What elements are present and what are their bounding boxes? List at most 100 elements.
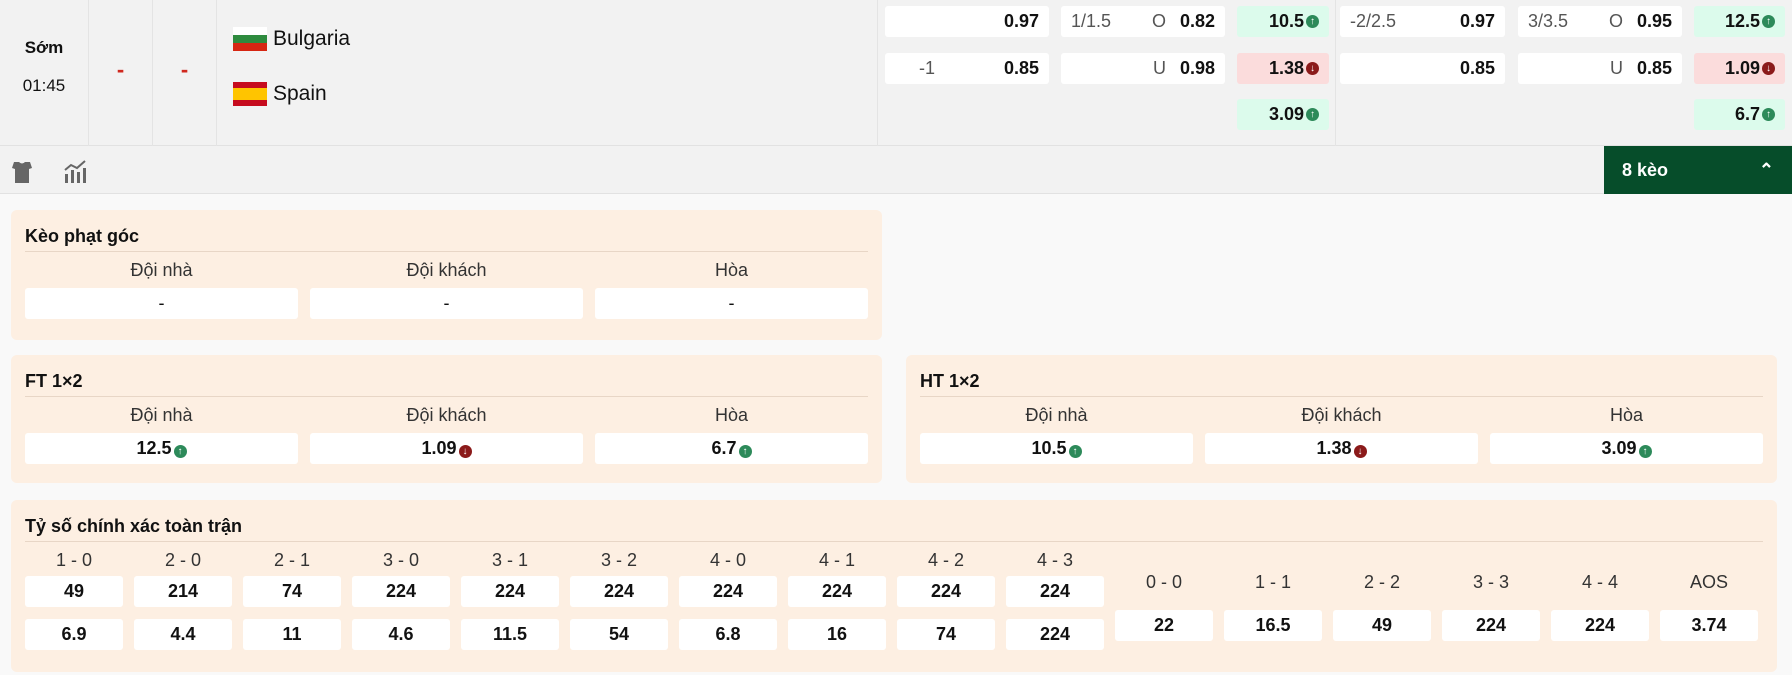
line: -2/2.5 (1350, 11, 1397, 31)
score-label: 1 - 0 (55, 550, 93, 570)
score-label: 3 - 2 (600, 550, 638, 570)
arrow-down-icon: ↓ (1306, 62, 1319, 75)
draw-score-odd[interactable]: 224 (1442, 609, 1540, 641)
score-odd-home[interactable]: 49 (25, 576, 123, 607)
score-odd-home[interactable]: 214 (134, 576, 232, 607)
ht-away-odd[interactable]: 1.38 ↓ (1205, 433, 1478, 464)
score-odd-away[interactable]: 54 (570, 619, 668, 650)
score-odd-home[interactable]: 224 (352, 576, 450, 607)
arrow-up-icon: ↑ (1306, 108, 1319, 121)
score-odd-away[interactable]: 11.5 (461, 619, 559, 650)
stats-icon[interactable] (63, 160, 89, 184)
ht-1x2-panel: HT 1×2 Đội nhà Đội khách Hòa 10.5 ↑ 1.38 ↓… (906, 355, 1777, 483)
draw-score-odd[interactable]: 224 (1551, 609, 1649, 641)
odd: 12.5 (136, 438, 172, 458)
home-team[interactable]: Bulgaria (233, 27, 350, 51)
away-team[interactable]: Spain (233, 82, 327, 106)
score-odd-away[interactable]: 6.8 (679, 619, 777, 650)
ft-home-odd[interactable]: 12.5 ↑ (25, 433, 298, 464)
chevron-up-icon: ⌃ (1758, 159, 1774, 180)
header-draw: Hòa (714, 405, 749, 425)
ft-hdp-away[interactable]: -1 0.85 (885, 53, 1049, 84)
score-label: 2 - 0 (164, 550, 202, 570)
ht-ou-under[interactable]: U 0.85 (1518, 53, 1682, 84)
shirt-icon[interactable] (11, 160, 33, 184)
ht-hdp-home[interactable]: -2/2.5 0.97 (1340, 6, 1505, 37)
score-odd-away[interactable]: 16 (788, 619, 886, 650)
divider (1335, 0, 1336, 146)
ht-hdp-away[interactable]: 0.85 (1340, 53, 1505, 84)
score-odd-home[interactable]: 224 (461, 576, 559, 607)
corner-panel: Kèo phạt góc Đội nhà Đội khách Hòa - - - (11, 210, 882, 340)
score-odd-home[interactable]: 224 (1006, 576, 1104, 607)
odd: 3.09 (1268, 104, 1304, 124)
bulgaria-flag-icon (233, 27, 267, 51)
draw-score-label: 3 - 3 (1472, 572, 1510, 592)
arrow-up-icon: ↑ (738, 445, 752, 458)
line: 3/3.5 (1528, 11, 1569, 31)
score-odd-away[interactable]: 74 (897, 619, 995, 650)
score-odd-away[interactable]: 4.6 (352, 619, 450, 650)
score-odd-away[interactable]: 224 (1006, 619, 1104, 650)
match-time: Sớm 01:45 (0, 0, 89, 146)
ft-1x2-panel: FT 1×2 Đội nhà Đội khách Hòa 12.5 ↑ 1.09 ↓… (11, 355, 882, 483)
side: O (1608, 11, 1623, 31)
corner-draw[interactable]: - (595, 288, 868, 319)
draw-score-label: 4 - 4 (1581, 572, 1619, 592)
score-odd-home[interactable]: 224 (897, 576, 995, 607)
draw-score-odd[interactable]: 16.5 (1224, 609, 1322, 641)
ht-draw-odd[interactable]: 3.09 ↑ (1490, 433, 1763, 464)
draw-score-odd[interactable]: 49 (1333, 609, 1431, 641)
score-label: 3 - 1 (491, 550, 529, 570)
ht-home-odd[interactable]: 10.5 ↑ (920, 433, 1193, 464)
home-team-name: Bulgaria (273, 27, 351, 50)
odd: 1.09 (421, 438, 457, 458)
odd: 12.5 (1724, 11, 1760, 31)
score-label: 4 - 3 (1036, 550, 1074, 570)
header-home: Đội nhà (130, 260, 193, 280)
ft-1x2-draw[interactable]: 6.7 ↑ (1694, 99, 1785, 130)
arrow-up-icon: ↑ (1762, 108, 1775, 121)
panel-title: HT 1×2 (920, 371, 1763, 397)
score-odd-home[interactable]: 224 (570, 576, 668, 607)
odd: 0.97 (1459, 11, 1495, 31)
panel-title: Tỷ số chính xác toàn trận (25, 516, 1763, 542)
ft-1x2-away[interactable]: 1.09 ↓ (1694, 53, 1785, 84)
draw-score-label: AOS (1689, 572, 1728, 592)
odd: 0.97 (1003, 11, 1039, 31)
home-away-scores: 1 - 0 2 - 0 2 - 1 3 - 0 3 - 1 3 - 2 4 - 0 4 - 1… (25, 548, 1104, 650)
draw-scores: 0 - 0 1 - 1 2 - 2 3 - 3 4 - 4 AOS 22 16.5 49 224 2… (1115, 570, 1758, 650)
odd: 6.7 (711, 438, 737, 458)
more-markets-button[interactable]: 8 kèo ⌃ (1604, 146, 1792, 194)
ht-ou-over[interactable]: 3/3.5 O 0.95 (1518, 6, 1682, 37)
corner-home[interactable]: - (25, 288, 298, 319)
corner-away[interactable]: - (310, 288, 583, 319)
arrow-down-icon: ↓ (1762, 62, 1775, 75)
odd: 3.09 (1601, 438, 1637, 458)
ht-1x2-draw[interactable]: 3.09 ↑ (1237, 99, 1329, 130)
ht-1x2-home[interactable]: 10.5 ↑ (1237, 6, 1329, 37)
side: U (1152, 58, 1166, 78)
score-odd-away[interactable]: 11 (243, 619, 341, 650)
score-odd-home[interactable]: 224 (788, 576, 886, 607)
draw-score-odd[interactable]: 3.74 (1660, 609, 1758, 641)
draw-score-odd[interactable]: 22 (1115, 609, 1213, 641)
ft-ou-over[interactable]: 1/1.5 O 0.82 (1061, 6, 1225, 37)
ht-1x2-away[interactable]: 1.38 ↓ (1237, 53, 1329, 84)
score-odd-home[interactable]: 224 (679, 576, 777, 607)
header-home: Đội nhà (130, 405, 193, 425)
arrow-up-icon: ↑ (1638, 445, 1652, 458)
ft-ou-under[interactable]: U 0.98 (1061, 53, 1225, 84)
header-away: Đội khách (406, 260, 487, 280)
ft-draw-odd[interactable]: 6.7 ↑ (595, 433, 868, 464)
odd: 0.85 (1003, 58, 1039, 78)
ft-away-odd[interactable]: 1.09 ↓ (310, 433, 583, 464)
score-odd-away[interactable]: 6.9 (25, 619, 123, 650)
arrow-down-icon: ↓ (1353, 445, 1367, 458)
score-odd-home[interactable]: 74 (243, 576, 341, 607)
odd: 0.85 (1636, 58, 1672, 78)
ft-hdp-home[interactable]: 0.97 (885, 6, 1049, 37)
score-odd-away[interactable]: 4.4 (134, 619, 232, 650)
score-label: 3 - 0 (382, 550, 420, 570)
ft-1x2-home[interactable]: 12.5 ↑ (1694, 6, 1785, 37)
